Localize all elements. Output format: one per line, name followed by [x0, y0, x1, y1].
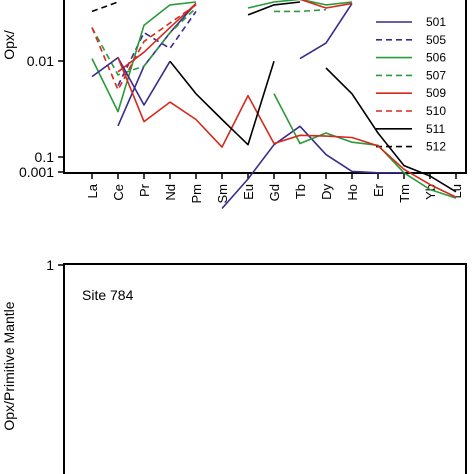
legend-label-506: 506: [426, 51, 446, 65]
top-series-506-line: [91, 1, 197, 113]
bottom-y-tick-label-1: 0.1: [35, 149, 55, 165]
top-x-tick-label-10: Ho: [345, 184, 360, 201]
top-y-axis-title: Opx/: [1, 30, 17, 60]
top-x-tick-label-4: Pm: [189, 184, 204, 204]
legend: 501 505 506 507 509 510 511 512: [376, 15, 446, 154]
bottom-series-511-line-1: [325, 67, 457, 193]
top-y-tick-label-0: 0.01: [27, 53, 54, 69]
legend-label-507: 507: [426, 68, 446, 82]
bottom-series-501-line-1: [221, 125, 404, 210]
bottom-series-501-line: [91, 56, 171, 106]
site-annotation: Site 784: [82, 287, 134, 303]
legend-label-509: 509: [426, 86, 446, 100]
top-x-tick-label-9: Dy: [319, 184, 334, 200]
top-x-tick-label-5: Sm: [215, 184, 230, 204]
legend-label-511: 511: [426, 122, 445, 136]
legend-label-512: 512: [426, 140, 446, 154]
top-series-501-line-2: [299, 2, 353, 60]
top-series-509-line-1: [299, 0, 353, 9]
bottom-y-tick-label-0: 1: [46, 257, 54, 273]
top-series-512-line: [91, 1, 119, 13]
top-x-tick-label-1: Ce: [111, 184, 126, 201]
bottom-y-axis-title: Opx/Primitive Mantle: [1, 301, 17, 430]
bottom-series-506-line: [273, 93, 457, 199]
top-series-501-line: [117, 2, 197, 127]
top-series-507-line-1: [274, 8, 327, 13]
bottom-chart-panel: 10.1 Opx/Primitive Mantle Site 784: [1, 56, 467, 474]
top-series-511-line: [247, 1, 301, 16]
top-series-507-line: [91, 7, 197, 76]
top-series-group: [91, 0, 353, 127]
bottom-axis-ticks: 10.1: [35, 149, 64, 273]
legend-label-501: 501: [426, 15, 446, 29]
bottom-series-group: [91, 56, 457, 210]
bottom-plot-frame: [63, 263, 467, 474]
bottom-series-511-line: [169, 60, 275, 146]
bottom-series-509-line: [117, 57, 457, 198]
top-x-tick-label-0: La: [85, 183, 100, 198]
top-x-tick-label-6: Eu: [241, 184, 256, 200]
top-x-tick-label-2: Pr: [137, 183, 152, 197]
top-x-tick-label-12: Tm: [397, 184, 412, 203]
top-x-tick-label-11: Er: [371, 183, 386, 197]
top-y-tick-label-1: 0.001: [19, 164, 54, 180]
top-x-tick-label-8: Tb: [293, 184, 308, 199]
legend-label-510: 510: [426, 104, 446, 118]
top-plot-frame: [63, 0, 467, 174]
top-series-509-line: [117, 2, 197, 73]
top-x-tick-label-3: Nd: [163, 184, 178, 201]
legend-label-505: 505: [426, 33, 446, 47]
top-x-tick-label-7: Gd: [267, 184, 282, 201]
top-series-506-line-1: [247, 0, 353, 9]
top-series-510-line: [91, 4, 197, 91]
